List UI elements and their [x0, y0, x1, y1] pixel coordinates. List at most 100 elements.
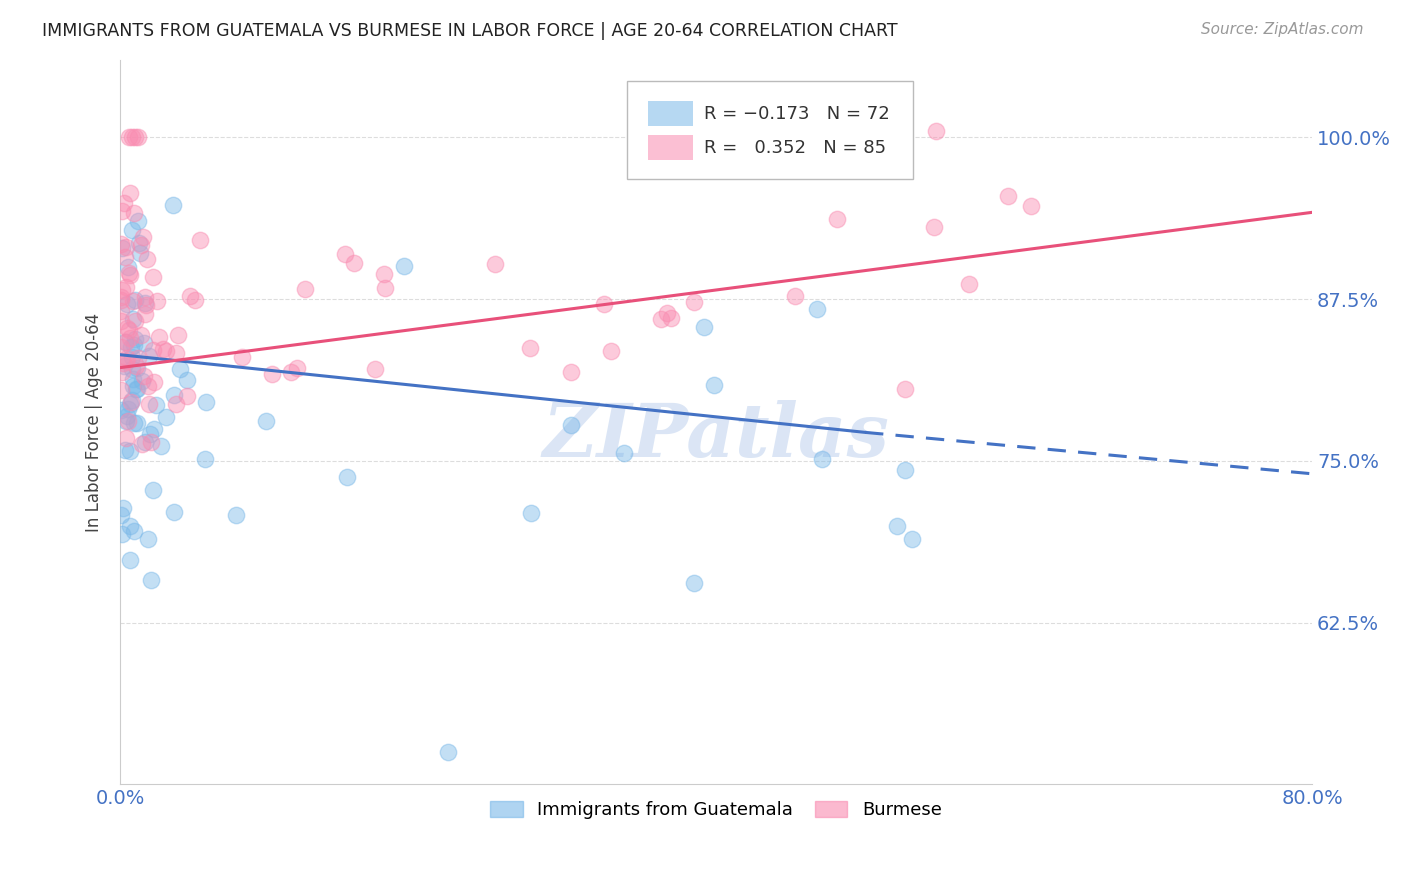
Point [122, 312, 145, 326]
Text: IMMIGRANTS FROM GUATEMALA VS BURMESE IN LABOR FORCE | AGE 20-64 CORRELATION CHAR: IMMIGRANTS FROM GUATEMALA VS BURMESE IN … [42, 22, 898, 40]
Point [121, 130, 143, 145]
Point [142, 375, 165, 389]
Point [145, 398, 167, 412]
Point [364, 362, 387, 376]
Point [129, 245, 152, 260]
Point [120, 268, 142, 283]
Point [124, 337, 146, 351]
Point [132, 229, 155, 244]
Point [121, 362, 143, 376]
Point [703, 378, 725, 392]
Point [111, 366, 134, 380]
Point [125, 359, 148, 373]
Point [336, 469, 359, 483]
Point [149, 439, 172, 453]
Point [142, 422, 165, 436]
Point [519, 341, 541, 355]
Point [169, 362, 191, 376]
Point [162, 198, 184, 212]
Point [110, 314, 132, 328]
Point [886, 518, 908, 533]
Point [120, 553, 142, 567]
Point [294, 282, 316, 296]
Point [110, 402, 132, 417]
Point [254, 414, 277, 428]
Point [139, 434, 162, 449]
Point [806, 302, 828, 317]
Point [115, 297, 138, 311]
Point [124, 293, 146, 308]
Point [825, 211, 848, 226]
Point [901, 532, 924, 546]
Point [122, 524, 145, 538]
Point [162, 388, 184, 402]
Point [135, 252, 157, 266]
Point [659, 310, 682, 325]
Point [114, 251, 136, 265]
Text: ZIPatlas: ZIPatlas [543, 401, 890, 473]
Point [683, 576, 706, 591]
Point [997, 189, 1019, 203]
Point [134, 295, 156, 310]
Point [225, 508, 247, 522]
Point [111, 526, 134, 541]
Point [115, 409, 138, 423]
FancyBboxPatch shape [627, 81, 912, 179]
Point [115, 354, 138, 368]
Point [112, 195, 135, 210]
Point [128, 235, 150, 250]
Point [122, 293, 145, 308]
Point [333, 247, 356, 261]
Point [560, 418, 582, 433]
Point [121, 350, 143, 364]
Point [117, 414, 139, 428]
Point [120, 444, 142, 458]
Point [114, 335, 136, 350]
Point [693, 320, 716, 334]
Point [118, 396, 141, 410]
Point [343, 256, 366, 270]
Point [115, 321, 138, 335]
Point [121, 223, 143, 237]
Point [142, 269, 165, 284]
Point [120, 394, 142, 409]
Point [138, 397, 160, 411]
Point [194, 395, 217, 409]
Point [127, 214, 149, 228]
Point [957, 277, 980, 291]
Point [280, 365, 302, 379]
Point [484, 257, 506, 271]
Point [114, 442, 136, 457]
Point [118, 323, 141, 337]
Point [142, 483, 165, 497]
Point [260, 367, 283, 381]
Point [124, 130, 146, 145]
Point [121, 379, 143, 393]
Point [134, 434, 156, 449]
Point [142, 343, 165, 357]
Point [179, 289, 201, 303]
Point [138, 533, 160, 547]
Point [129, 328, 152, 343]
Point [894, 463, 917, 477]
Point [655, 305, 678, 319]
Point [110, 340, 132, 354]
Point [115, 431, 138, 445]
Point [924, 124, 946, 138]
Point [592, 297, 614, 311]
Point [152, 343, 174, 357]
Text: R =   0.352   N = 85: R = 0.352 N = 85 [704, 139, 886, 157]
Point [165, 346, 187, 360]
Point [118, 331, 141, 345]
Point [811, 451, 834, 466]
FancyBboxPatch shape [648, 101, 693, 127]
Point [613, 445, 636, 459]
Point [165, 397, 187, 411]
Point [131, 437, 153, 451]
Point [129, 238, 152, 252]
Point [176, 373, 198, 387]
Point [134, 307, 156, 321]
Point [118, 130, 141, 145]
Point [111, 204, 134, 219]
Point [110, 508, 132, 522]
